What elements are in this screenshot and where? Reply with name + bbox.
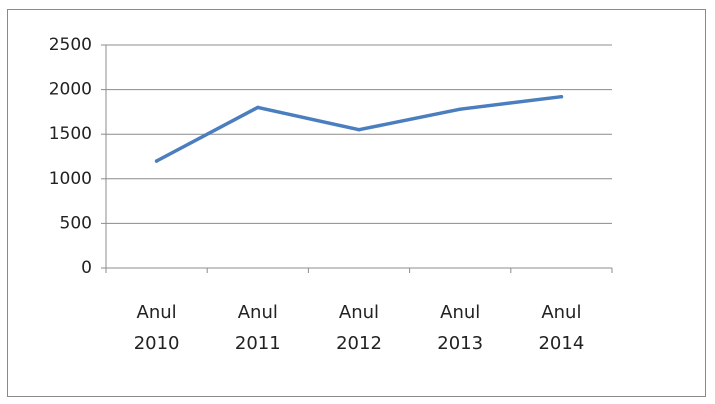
y-tick-label: 1500	[49, 124, 92, 144]
y-tick-label: 0	[81, 258, 92, 278]
data-point-0-3	[458, 107, 462, 111]
y-tick-label: 500	[60, 213, 92, 233]
x-tick-label: Anul 2013	[437, 302, 483, 354]
series-layer	[154, 94, 564, 163]
axis-layer	[101, 44, 613, 273]
grid-layer	[106, 44, 612, 224]
x-tick-label: Anul 2014	[538, 302, 584, 354]
y-tick-label: 1000	[49, 169, 92, 189]
y-tick-label: 2500	[49, 35, 92, 55]
x-axis-tick-labels: Anul 2010 Anul 2011 Anul 2012 Anul 2013 Anul 2014	[134, 302, 585, 354]
x-tick-label: Anul 2011	[235, 302, 281, 354]
x-tick-label: Anul 2010	[134, 302, 180, 354]
chart-frame	[7, 9, 706, 397]
data-point-0-2	[357, 127, 361, 132]
data-point-0-0	[154, 159, 159, 163]
data-point-0-1	[256, 105, 260, 110]
y-axis-tick-labels: 0 500 1000 1500 2000 2500	[49, 35, 92, 278]
x-tick-label: Anul 2012	[336, 302, 382, 354]
data-point-0-4	[559, 94, 564, 99]
y-tick-label: 2000	[49, 80, 92, 100]
